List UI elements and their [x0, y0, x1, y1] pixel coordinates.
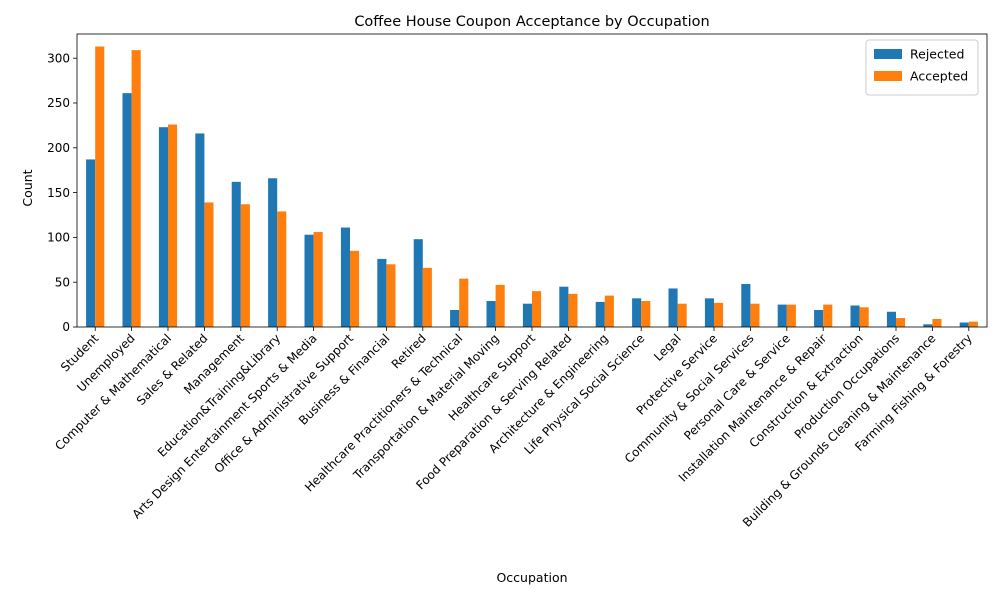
y-tick-label-6: 300: [47, 51, 70, 65]
y-tick-label-1: 50: [55, 275, 70, 289]
bar-rejected-22: [886, 311, 896, 327]
bar-rejected-21: [850, 305, 860, 327]
y-tick-label-2: 100: [47, 231, 70, 245]
axes-layer: 050100150200250300StudentUnemployedCompu…: [47, 33, 988, 530]
legend: Rejected Accepted: [865, 39, 979, 96]
bar-accepted-22: [896, 318, 906, 327]
bar-accepted-24: [968, 321, 978, 327]
bar-accepted-9: [422, 267, 432, 327]
bar-accepted-20: [823, 304, 833, 327]
bar-rejected-24: [959, 322, 969, 327]
bar-rejected-12: [522, 303, 532, 327]
x-axis-title: Occupation: [496, 570, 567, 585]
bar-accepted-13: [568, 293, 578, 327]
bar-accepted-16: [677, 303, 687, 327]
bar-accepted-21: [859, 307, 869, 327]
legend-swatch-accepted: [874, 71, 902, 81]
bar-accepted-14: [604, 295, 614, 327]
bars-layer: [86, 46, 978, 327]
bar-accepted-4: [240, 204, 250, 327]
bar-accepted-12: [532, 291, 542, 327]
bar-rejected-18: [741, 283, 751, 327]
chart-title: Coffee House Coupon Acceptance by Occupa…: [354, 14, 709, 30]
bar-rejected-6: [304, 234, 314, 327]
y-tick-label-5: 250: [47, 96, 70, 110]
bar-rejected-14: [595, 301, 605, 327]
bar-accepted-1: [131, 50, 141, 327]
bar-rejected-16: [668, 288, 678, 327]
bar-accepted-2: [168, 124, 178, 327]
bar-accepted-15: [641, 301, 651, 327]
bar-rejected-1: [122, 93, 132, 327]
bar-accepted-19: [786, 304, 796, 327]
y-tick-label-4: 200: [47, 141, 70, 155]
y-axis-title: Count: [20, 169, 35, 206]
bar-accepted-11: [495, 284, 505, 327]
bar-accepted-8: [386, 264, 396, 327]
bar-accepted-10: [459, 278, 469, 327]
bar-accepted-18: [750, 303, 760, 327]
bar-accepted-23: [932, 318, 942, 327]
bar-rejected-13: [559, 286, 569, 327]
bar-rejected-0: [86, 159, 96, 327]
bar-rejected-2: [158, 127, 168, 327]
bar-rejected-9: [413, 239, 423, 327]
bar-rejected-11: [486, 301, 496, 327]
bar-rejected-4: [231, 181, 241, 327]
x-tick-label-16: Legal: [651, 331, 684, 364]
bar-rejected-8: [377, 258, 387, 327]
y-tick-label-3: 150: [47, 186, 70, 200]
bar-accepted-3: [204, 202, 214, 327]
bar-accepted-6: [313, 232, 323, 327]
y-tick-label-0: 0: [62, 320, 70, 334]
bar-rejected-20: [814, 309, 824, 327]
bar-rejected-10: [450, 309, 460, 327]
bar-accepted-17: [714, 302, 724, 327]
bar-rejected-19: [777, 304, 787, 327]
bar-rejected-3: [195, 133, 205, 327]
legend-swatch-rejected: [874, 49, 902, 59]
bar-rejected-15: [632, 298, 642, 327]
bar-accepted-0: [95, 46, 105, 327]
bar-rejected-7: [340, 227, 350, 327]
bar-accepted-5: [277, 211, 287, 327]
bar-rejected-17: [704, 298, 714, 327]
legend-label-rejected: Rejected: [910, 47, 964, 62]
bar-accepted-7: [350, 250, 360, 327]
bar-rejected-23: [923, 324, 933, 327]
bar-rejected-5: [268, 178, 278, 327]
legend-label-accepted: Accepted: [910, 69, 968, 84]
